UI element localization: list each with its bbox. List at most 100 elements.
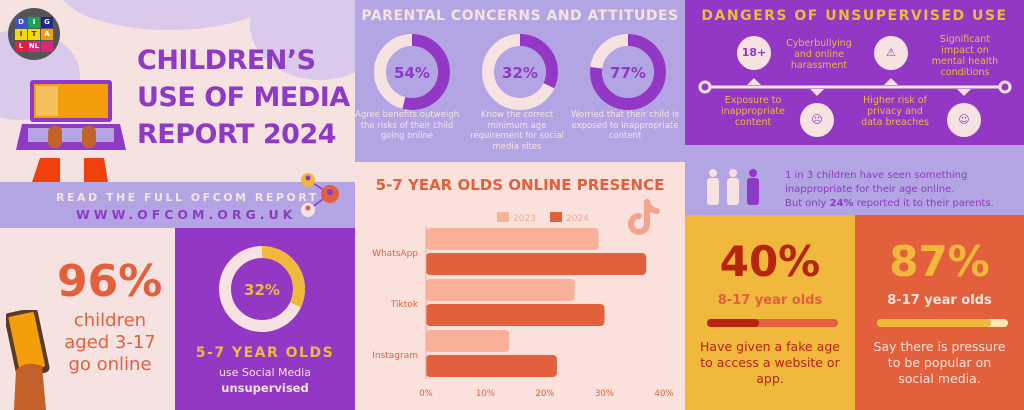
bar-tiktok-2024: [426, 304, 605, 326]
shield-lock-icon: ⚠: [874, 36, 908, 70]
section-title: PARENTAL CONCERNS AND ATTITUDES: [361, 8, 679, 24]
parental-concerns-section: PARENTAL CONCERNS AND ATTITUDES 54% 32% 77…: [355, 0, 685, 162]
description-line: children: [73, 310, 147, 331]
fake-age-card: 40% 8-17 year olds Have given a fake age…: [685, 215, 855, 410]
concern-donut: 77%: [590, 34, 666, 110]
online-presence-bar-chart: 2023 2024 WhatsApp Tiktok Instagram 0% 10% 20% 3…: [372, 199, 674, 399]
bar-whatsapp-2024: [426, 253, 647, 275]
hero-section: D I G I T A L NL CHILDREN’S USE OF MEDIA…: [0, 0, 355, 182]
text-line: inappropriate for their age online.: [785, 184, 955, 195]
online-stat-card: 96% children aged 3-17 go online: [0, 228, 175, 410]
logo-letter: G: [41, 16, 53, 28]
chart-title: 5-7 YEAR OLDS ONLINE PRESENCE: [375, 176, 665, 194]
digital-logo: D I G I T A L NL: [8, 8, 60, 60]
bar-whatsapp-2023: [426, 228, 599, 250]
x-tick-label: 40%: [655, 389, 674, 399]
tiktok-logo-icon: [628, 199, 660, 235]
fake-age-progress: [707, 319, 838, 327]
one-in-three-section: 1 in 3 children have seen something inap…: [685, 145, 1024, 215]
logo-letter: I: [15, 28, 27, 40]
legend-swatch-2024: [550, 212, 562, 222]
donut-value: 77%: [610, 64, 646, 82]
report-cta: READ THE FULL OFCOM REPORT: [56, 191, 319, 204]
section-title: DANGERS OF UNSUPERVISED USE: [701, 8, 1008, 24]
page-title: CHILDREN’S USE OF MEDIA REPORT 2024: [137, 42, 352, 153]
legend-label-2024: 2024: [566, 214, 589, 224]
logo-letter: [41, 40, 53, 52]
x-tick-label: 20%: [536, 389, 555, 399]
concern-text: Know the correct minimum age requirement…: [470, 110, 564, 152]
text-segment: reported it to their parents.: [853, 198, 994, 209]
danger-text: Exposure to inappropriate content: [720, 95, 786, 128]
age-group-label: 8-17 year olds: [887, 293, 992, 308]
online-percentage: 96%: [57, 256, 163, 307]
donut-fill: [590, 34, 666, 110]
progress-fill: [707, 319, 760, 327]
unsupervised-line2: unsupervised: [221, 381, 309, 395]
logo-letter: D: [15, 16, 27, 28]
donut-value: 32%: [502, 64, 538, 82]
ofcom-banner: READ THE FULL OFCOM REPORT WWW.OFCOM.ORG…: [0, 173, 355, 228]
phone-hand-illustration: [6, 310, 50, 410]
progress-fill: [877, 319, 991, 327]
title-line: USE OF MEDIA: [137, 82, 350, 113]
people-icon: [707, 169, 759, 205]
logo-letter: T: [28, 28, 40, 40]
danger-text: Significant impact on mental health cond…: [931, 34, 999, 78]
text-segment: But only: [785, 198, 830, 209]
donut-value: 54%: [394, 64, 430, 82]
x-tick-label: 30%: [595, 389, 614, 399]
logo-letter: L: [15, 40, 27, 52]
fake-age-percentage: 40%: [719, 237, 821, 286]
fake-age-description: Have given a fake age to access a websit…: [700, 339, 840, 386]
online-description: children aged 3-17 go online: [58, 310, 162, 376]
pressure-percentage: 87%: [889, 237, 990, 286]
title-line: CHILDREN’S: [137, 45, 316, 76]
logo-letter: A: [41, 28, 53, 40]
text-line: But only 24% reported it to their parent…: [785, 197, 994, 211]
unsupervised-donut: 32%: [219, 246, 305, 332]
dangers-section: DANGERS OF UNSUPERVISED USE 18+ ☹ ⚠ ☺ Ex…: [685, 0, 1024, 145]
concern-text: Worried that their child is exposed to i…: [571, 110, 679, 141]
concern-donut: 54%: [374, 34, 450, 110]
ofcom-link[interactable]: WWW.OFCOM.ORG.UK: [76, 207, 297, 222]
reported-percentage: 24%: [829, 198, 854, 209]
online-presence-chart-section: 5-7 YEAR OLDS ONLINE PRESENCE 2023 2024 Wh…: [355, 162, 685, 410]
bar-instagram-2024: [426, 355, 557, 377]
pressure-card: 87% 8-17 year olds Say there is pressure…: [855, 215, 1024, 410]
logo-letter: I: [28, 16, 40, 28]
text-line: 1 in 3 children have seen something: [785, 170, 968, 181]
timeline-line: [698, 78, 1012, 96]
donut-fill: [374, 34, 450, 110]
category-label: Instagram: [372, 351, 418, 361]
x-tick-label: 10%: [476, 389, 495, 399]
head-brain-icon: ☺: [947, 103, 981, 137]
bar-tiktok-2023: [426, 279, 575, 301]
pressure-progress: [877, 319, 1008, 327]
description-line: go online: [68, 354, 152, 375]
pressure-description: Say there is pressure to be popular on s…: [873, 339, 1006, 386]
unsupervised-line1: use Social Media: [218, 366, 312, 379]
18-plus-icon: 18+: [737, 36, 771, 70]
danger-text: Cyberbullying and online harassment: [786, 38, 852, 71]
one-in-three-text: 1 in 3 children have seen something inap…: [785, 169, 994, 211]
laptop-illustration: [16, 80, 126, 182]
bar-instagram-2023: [426, 330, 510, 352]
concern-text: Agree benefits outweigh the risks of the…: [355, 110, 459, 141]
x-tick-label: 0%: [419, 389, 433, 399]
age-group-label: 5-7 YEAR OLDS: [195, 345, 335, 361]
danger-text: Higher risk of privacy and data breaches: [861, 95, 929, 128]
concern-donut: 32%: [482, 34, 558, 110]
legend-swatch-2023: [497, 212, 509, 222]
cloud-decoration: [60, 0, 280, 30]
logo-letter: NL: [28, 40, 40, 52]
legend-label-2023: 2023: [513, 214, 536, 224]
network-people-icon: [301, 173, 339, 217]
description-line: aged 3-17: [64, 332, 156, 353]
donut-fill: [482, 34, 558, 110]
category-label: WhatsApp: [372, 249, 418, 259]
phone-chat-icon: ☹: [800, 103, 834, 137]
donut-fill: [219, 246, 305, 332]
age-group-label: 8-17 year olds: [717, 293, 823, 308]
category-label: Tiktok: [390, 300, 419, 310]
